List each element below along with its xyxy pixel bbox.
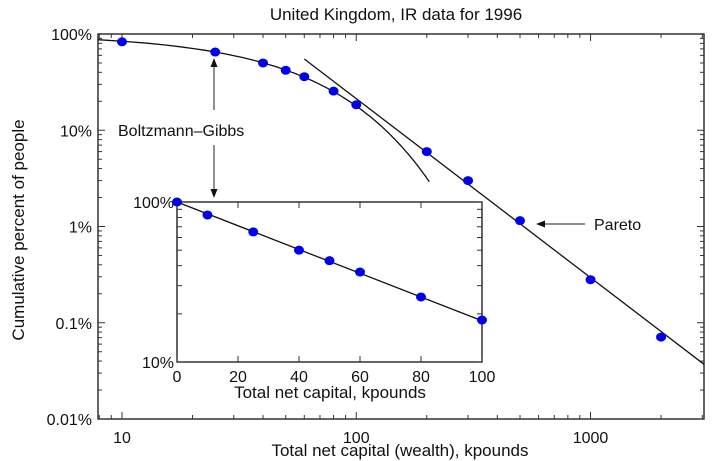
data-point <box>258 58 269 68</box>
data-point <box>299 72 310 82</box>
y-tick-label: 0.1% <box>56 316 92 333</box>
data-point <box>351 100 362 110</box>
inset-data-point <box>324 256 335 266</box>
data-point <box>515 216 526 226</box>
x-tick-label: 100 <box>343 430 370 447</box>
inset-tick-labels: 0 20 40 60 80 100 100% 10% <box>133 195 495 386</box>
inset-data-point <box>294 245 304 255</box>
inset-x-axis-label: Total net capital, kpounds <box>234 383 426 402</box>
data-point <box>585 275 596 285</box>
data-point <box>210 47 221 57</box>
main-axis-ticks <box>98 34 704 420</box>
data-point <box>328 86 339 96</box>
pareto-arrowhead-icon <box>536 220 545 228</box>
inset-x-tick-label: 0 <box>173 369 182 386</box>
y-axis-label: Cumulative percent of people <box>9 119 28 340</box>
inset-y-tick-label: 10% <box>142 355 174 372</box>
y-tick-label: 1% <box>69 220 92 237</box>
inset-x-tick-label: 40 <box>290 369 308 386</box>
inset-x-tick-label: 20 <box>229 369 247 386</box>
inset-data-point <box>202 210 213 220</box>
y-tick-label: 0.01% <box>47 412 92 429</box>
inset-x-tick-label: 60 <box>351 369 369 386</box>
x-tick-label: 1000 <box>573 430 609 447</box>
inset-x-tick-label: 100 <box>469 369 496 386</box>
inset-data-point <box>416 292 426 302</box>
inset-data-point <box>477 315 487 325</box>
pareto-label: Pareto <box>594 217 641 234</box>
pareto-line <box>303 58 705 365</box>
inset-data-point <box>248 227 259 237</box>
inset-background <box>177 202 482 362</box>
data-point <box>656 332 667 342</box>
y-tick-label: 10% <box>60 123 92 140</box>
data-point <box>421 147 432 157</box>
inset-y-tick-label: 100% <box>133 195 174 212</box>
y-tick-label: 100% <box>51 27 92 44</box>
x-tick-label: 10 <box>113 430 131 447</box>
inset-data-point <box>172 197 182 207</box>
inset-axis-ticks <box>176 201 483 363</box>
bg-arrowhead-down-icon <box>210 189 218 198</box>
data-point <box>463 176 474 186</box>
inset-data-point <box>355 267 365 277</box>
bg-arrowhead-up-icon <box>210 58 218 67</box>
boltzmann-gibbs-label: Boltzmann–Gibbs <box>118 123 244 140</box>
x-axis-label: Total net capital (wealth), kpounds <box>271 441 528 460</box>
data-point <box>116 37 127 47</box>
inset-x-tick-label: 80 <box>412 369 430 386</box>
data-point <box>280 65 291 75</box>
chart-title: United Kingdom, IR data for 1996 <box>270 5 522 24</box>
main-data-points <box>116 37 667 342</box>
inset-plot-frame <box>176 201 483 363</box>
inset-data-points <box>172 197 487 325</box>
